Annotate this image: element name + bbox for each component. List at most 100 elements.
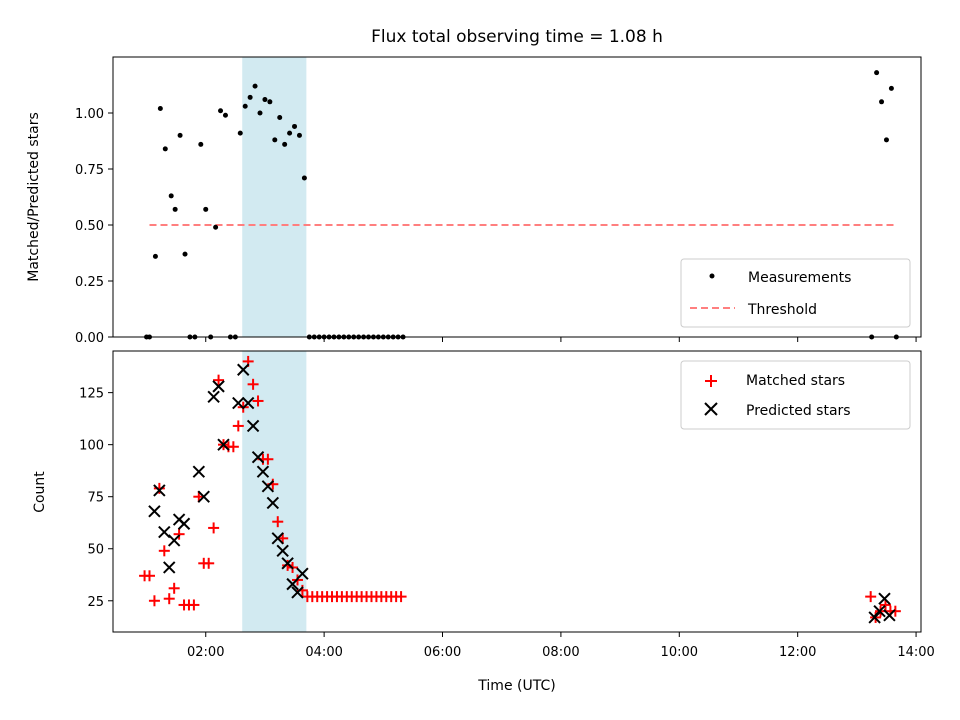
measurement-point (222, 112, 228, 118)
legend-label-threshold: Threshold (747, 302, 817, 318)
predicted-star-point (158, 525, 171, 539)
y-tick-label: 75 (87, 491, 104, 506)
predicted-star-point (281, 557, 294, 570)
measurement-point (177, 132, 183, 138)
y-tick-label: 0.75 (75, 163, 104, 178)
measurement-point (203, 206, 209, 212)
matched-star-point (865, 591, 877, 603)
matched-star-point (213, 374, 225, 386)
predicted-star-point (163, 561, 176, 574)
bottom-legend-box (680, 360, 911, 430)
highlight-span-bottom (242, 351, 307, 632)
legend-label-predicted: Predicted stars (746, 403, 851, 419)
x-tick-label: 02:00 (187, 645, 224, 660)
predicted-star-point (217, 438, 230, 451)
predicted-star-point (212, 380, 225, 393)
y-tick-label: 0.00 (75, 331, 104, 346)
predicted-star-point (251, 450, 265, 464)
matched-star-point (168, 582, 180, 594)
predicted-star-point (276, 544, 289, 558)
predicted-star-point (167, 534, 181, 547)
matched-star-point (247, 378, 259, 390)
predicted-star-point (232, 396, 245, 410)
matched-star-point (208, 522, 220, 534)
matched-star-point (282, 559, 294, 571)
y-tick-label: 0.25 (75, 275, 104, 290)
measurement-point (301, 175, 307, 181)
legend-label-measurements: Measurements (748, 270, 851, 286)
highlight-span-rect (242, 351, 307, 632)
legend-dot-marker (709, 273, 715, 279)
predicted-star-point (271, 532, 284, 545)
legend-label-matched: Matched stars (746, 373, 845, 389)
measurement-point (237, 130, 243, 136)
measurement-point (296, 132, 302, 138)
measurement-point (282, 141, 288, 147)
chart-title: Flux total observing time = 1.08 h (371, 27, 663, 47)
matched-star-point (262, 453, 274, 465)
matched-star-point (879, 599, 891, 611)
measurement-point (874, 70, 880, 76)
top-legend-box (680, 258, 911, 328)
matched-star-point (148, 595, 160, 607)
measurement-point (267, 99, 273, 105)
y-tick-label: 100 (79, 439, 104, 454)
measurement-point (257, 110, 263, 116)
measurement-point (157, 106, 163, 112)
matched-star-point (144, 570, 156, 582)
measurement-point (162, 146, 168, 152)
measurement-points (144, 70, 899, 340)
y-tick-label: 50 (87, 543, 104, 558)
predicted-star-point (177, 517, 191, 530)
matched-star-point (272, 516, 284, 528)
legend-cross-marker (704, 402, 718, 416)
predicted-star-point (197, 490, 210, 503)
measurement-point (883, 137, 889, 143)
measurement-point (272, 137, 278, 143)
matched-star-point (252, 395, 264, 407)
predicted-star-point (192, 465, 206, 478)
x-axis-label: Time (UTC) (477, 678, 555, 694)
measurement-point (213, 224, 219, 230)
matched-star-point (188, 599, 200, 611)
matched-star-point (158, 545, 170, 557)
measurement-point (168, 193, 174, 199)
predicted-star-point (153, 484, 166, 497)
y-tick-label: 1.00 (75, 107, 104, 122)
matched-star-point (395, 591, 407, 603)
measurement-point (287, 130, 293, 136)
top-plot-frame (112, 56, 922, 338)
bottom-y-ticks: 25 50 75 100 125 (79, 387, 113, 610)
predicted-star-point (873, 604, 886, 618)
measurement-point (252, 83, 258, 89)
predicted-star-point (207, 390, 220, 403)
x-tick-label: 14:00 (897, 645, 934, 660)
y-tick-label: 0.50 (75, 219, 104, 234)
measurement-point (247, 94, 253, 100)
measurement-point (172, 206, 178, 212)
x-tick-label: 10:00 (661, 645, 698, 660)
predicted-star-point (256, 465, 270, 478)
predicted-star-point (286, 577, 299, 591)
highlight-span-rect (242, 57, 307, 337)
matched-star-point (232, 420, 244, 432)
predicted-star-point (148, 505, 161, 518)
predicted-star-points (148, 363, 896, 624)
predicted-star-point (878, 592, 891, 605)
measurement-point (292, 123, 298, 129)
predicted-star-point (291, 586, 304, 599)
predicted-star-point (296, 567, 309, 580)
measurement-point (242, 103, 248, 109)
measurement-point (879, 99, 885, 105)
measurement-point (218, 108, 224, 114)
predicted-star-point (266, 496, 280, 510)
y-tick-label: 25 (87, 595, 104, 610)
predicted-star-point (261, 480, 275, 493)
bottom-x-ticks: 02:00 04:00 06:00 08:00 10:00 12:00 14:00 (187, 632, 935, 660)
top-legend: Measurements Threshold (680, 258, 911, 328)
y-tick-label: 125 (79, 387, 104, 402)
matched-star-point (227, 441, 239, 453)
bottom-legend: Matched stars Predicted stars (680, 360, 911, 430)
